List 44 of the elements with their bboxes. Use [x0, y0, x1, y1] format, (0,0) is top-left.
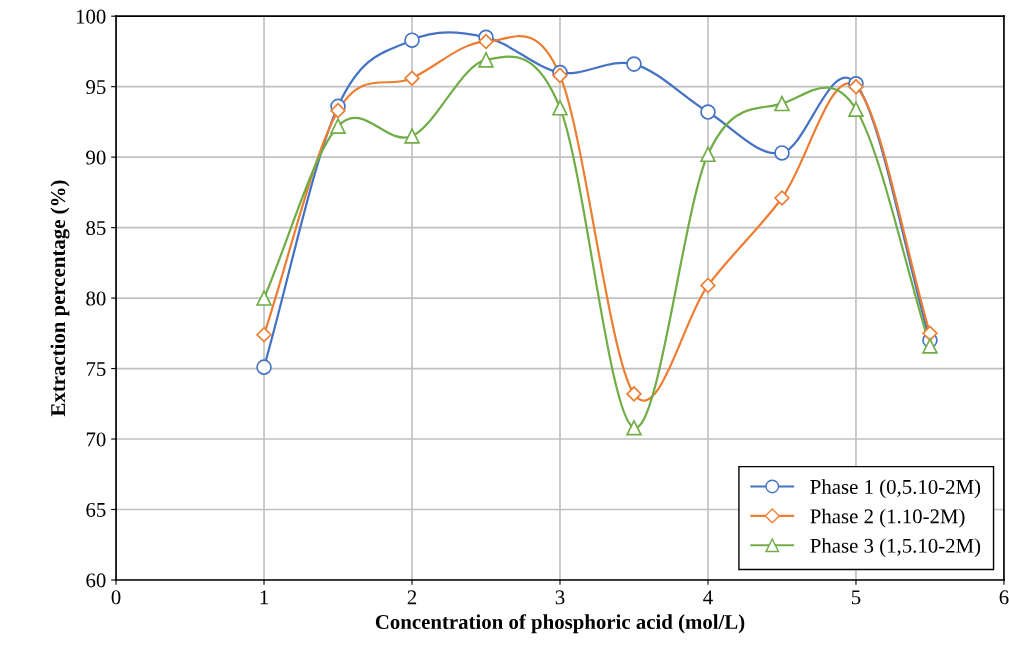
- point: [774, 190, 790, 206]
- x-tick-label: 4: [703, 590, 713, 605]
- point: [848, 101, 864, 117]
- x-tick-label: 2: [407, 590, 417, 605]
- point: [922, 325, 938, 342]
- point: [330, 118, 346, 134]
- y-tick-label: 85: [86, 220, 106, 236]
- point: [774, 95, 790, 112]
- point: [700, 104, 716, 120]
- y-tick-label: 60: [86, 573, 106, 588]
- y-tick-label: 65: [86, 502, 106, 517]
- point: [552, 100, 568, 116]
- x-axis-title: Concentration of phosphoric acid (mol/L): [375, 614, 745, 634]
- point: [256, 327, 272, 343]
- point: [478, 33, 494, 50]
- point: [256, 359, 272, 375]
- y-axis-title: Extraction percentage (%): [50, 180, 70, 417]
- y-tick-label: 100: [76, 9, 106, 24]
- point: [700, 277, 716, 294]
- point: [700, 146, 716, 163]
- point: [922, 338, 938, 354]
- y-tick-label: 75: [86, 362, 106, 376]
- x-tick-label: 6: [999, 590, 1009, 605]
- legend-label: Phase 3 (1,5.10-2M): [810, 538, 981, 558]
- point: [626, 56, 642, 72]
- point: [404, 70, 420, 86]
- point: [626, 419, 642, 436]
- point: [330, 102, 346, 119]
- point: [404, 128, 420, 144]
- y-tick-label: 70: [86, 432, 106, 447]
- point: [478, 52, 494, 68]
- legend-label: Phase 1 (0,5.10-2M): [810, 479, 981, 499]
- x-tick-label: 5: [851, 590, 861, 605]
- point: [404, 32, 420, 48]
- point: [626, 386, 642, 402]
- point: [256, 290, 272, 306]
- y-tick-label: 80: [86, 291, 106, 306]
- x-tick-label: 1: [260, 590, 268, 605]
- legend-label: Phase 2 (1.10-2M): [810, 508, 965, 528]
- x-tick-label: 3: [555, 590, 565, 605]
- x-tick-label: 0: [111, 590, 121, 605]
- y-tick-label: 90: [86, 150, 106, 165]
- y-tick-label: 95: [86, 80, 106, 95]
- point: [774, 145, 790, 161]
